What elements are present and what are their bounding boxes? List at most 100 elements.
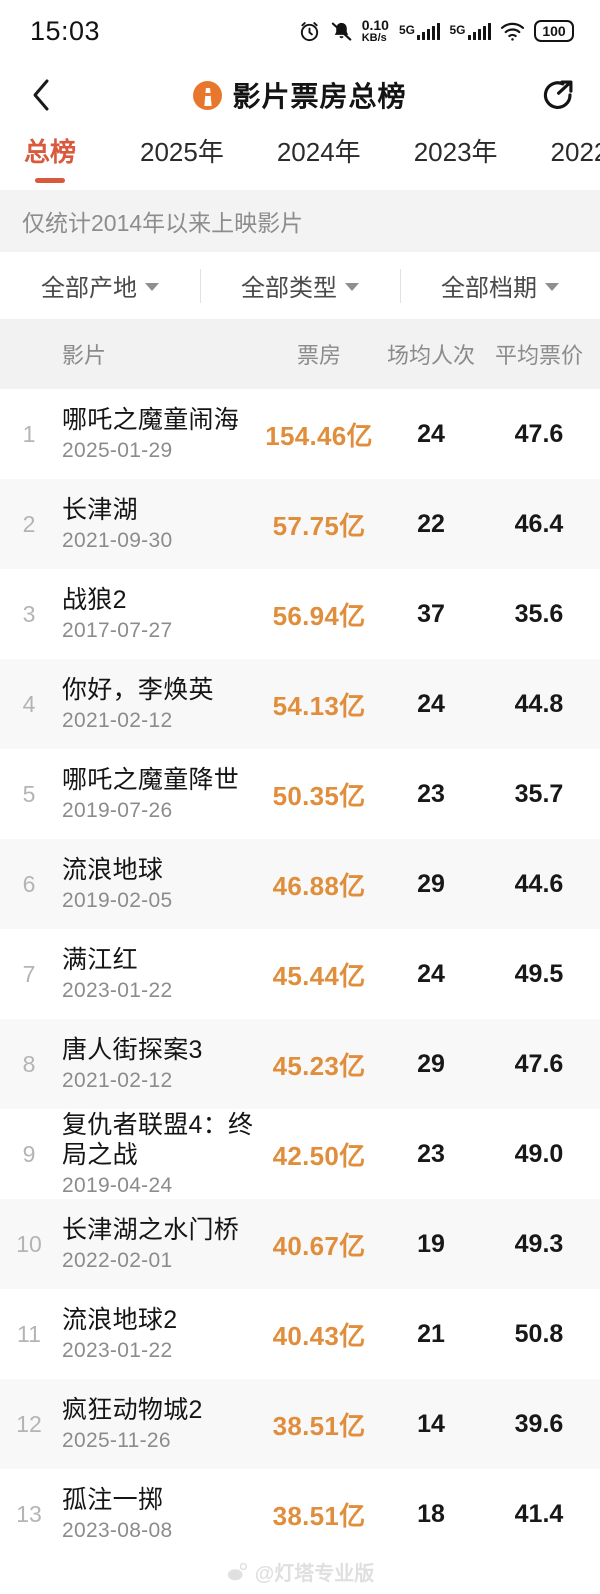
row-rank: 10 — [16, 1230, 42, 1257]
row-box-office: 45.44亿 — [272, 960, 366, 991]
back-button[interactable] — [30, 77, 70, 113]
chevron-down-icon — [545, 283, 559, 291]
table-row[interactable]: 2 长津湖 2021-09-30 57.75亿 22 46.4 — [0, 479, 600, 569]
ranking-list: 1 哪吒之魔童闹海 2025-01-29 154.46亿 24 47.6 2 长津湖 2021-… — [0, 389, 600, 1559]
row-release-date: 2023-01-22 — [62, 979, 173, 1002]
table-row[interactable]: 7 满江红 2023-01-22 45.44亿 24 49.5 — [0, 929, 600, 1019]
row-attendance: 22 — [417, 509, 445, 538]
sim1-network-label: 5G — [398, 22, 415, 37]
tab-2025[interactable]: 2025年 — [140, 128, 224, 183]
row-release-date: 2021-02-12 — [62, 709, 173, 732]
row-rank: 1 — [22, 420, 36, 447]
row-film-title: 哪吒之魔童降世 — [62, 766, 240, 794]
row-rank: 7 — [22, 960, 36, 987]
table-row[interactable]: 11 流浪地球2 2023-01-22 40.43亿 21 50.8 — [0, 1289, 600, 1379]
row-attendance: 24 — [417, 689, 445, 718]
row-box-office: 46.88亿 — [272, 870, 366, 901]
table-row[interactable]: 6 流浪地球 2019-02-05 46.88亿 29 44.6 — [0, 839, 600, 929]
row-attendance: 23 — [417, 779, 445, 808]
tab-label: 总榜 — [23, 137, 76, 167]
row-release-date: 2025-01-29 — [62, 439, 173, 462]
tab-label: 2022年 — [550, 137, 600, 167]
tab-2022[interactable]: 2022年 — [551, 128, 600, 183]
row-film-cell: 孤注一掷 2023-08-08 — [58, 1485, 260, 1543]
tab-total[interactable]: 总榜 — [18, 128, 82, 183]
row-avg-price: 35.7 — [514, 779, 564, 808]
row-release-date: 2021-09-30 — [62, 529, 173, 552]
filter-genre[interactable]: 全部类型 — [200, 252, 400, 319]
row-film-cell: 流浪地球 2019-02-05 — [58, 855, 260, 913]
row-avg-price: 49.5 — [514, 959, 564, 988]
sim2-network-label: 5G — [449, 22, 466, 37]
row-release-date: 2019-02-05 — [62, 889, 173, 912]
row-rank: 13 — [16, 1500, 42, 1527]
tab-2024[interactable]: 2024年 — [277, 128, 361, 183]
row-rank: 4 — [22, 690, 36, 717]
bell-muted-icon — [330, 20, 353, 43]
status-time: 15:03 — [30, 15, 101, 46]
row-film-cell: 长津湖之水门桥 2022-02-01 — [58, 1215, 260, 1273]
tab-label: 2025年 — [140, 137, 224, 167]
row-film-title: 流浪地球 — [62, 856, 164, 884]
row-avg-price: 49.0 — [514, 1139, 564, 1168]
row-rank: 9 — [22, 1140, 36, 1167]
row-attendance: 24 — [417, 959, 445, 988]
chevron-down-icon — [145, 283, 159, 291]
tab-2023[interactable]: 2023年 — [414, 128, 498, 183]
row-film-title: 你好，李焕英 — [62, 676, 214, 704]
tab-underline — [167, 178, 197, 183]
row-avg-price: 44.6 — [514, 869, 564, 898]
table-row[interactable]: 10 长津湖之水门桥 2022-02-01 40.67亿 19 49.3 — [0, 1199, 600, 1289]
table-row[interactable]: 13 孤注一掷 2023-08-08 38.51亿 18 41.4 — [0, 1469, 600, 1559]
row-attendance: 29 — [417, 1049, 445, 1078]
status-bar: 15:03 0.10 KB/s — [0, 0, 600, 62]
row-release-date: 2023-08-08 — [62, 1519, 173, 1542]
row-box-office: 40.67亿 — [272, 1230, 366, 1261]
row-film-title: 长津湖之水门桥 — [62, 1216, 240, 1244]
row-box-office: 56.94亿 — [272, 600, 366, 631]
signal-bars-icon-2: 5G — [449, 22, 491, 40]
row-film-title: 孤注一掷 — [62, 1486, 164, 1514]
table-row[interactable]: 1 哪吒之魔童闹海 2025-01-29 154.46亿 24 47.6 — [0, 389, 600, 479]
row-box-office: 50.35亿 — [272, 780, 366, 811]
table-row[interactable]: 5 哪吒之魔童降世 2019-07-26 50.35亿 23 35.7 — [0, 749, 600, 839]
row-avg-price: 41.4 — [514, 1499, 564, 1528]
row-avg-price: 50.8 — [514, 1319, 564, 1348]
year-tab-bar[interactable]: 总榜 2025年 2024年 2023年 2022年 — [0, 128, 600, 190]
row-film-cell: 流浪地球2 2023-01-22 — [58, 1305, 260, 1363]
table-row[interactable]: 9 复仇者联盟4：终局之战 2019-04-24 42.50亿 23 49.0 — [0, 1109, 600, 1199]
row-avg-price: 39.6 — [514, 1409, 564, 1438]
filter-origin[interactable]: 全部产地 — [0, 252, 200, 319]
row-film-cell: 复仇者联盟4：终局之战 2019-04-24 — [58, 1110, 260, 1198]
share-button[interactable] — [540, 77, 576, 113]
filter-schedule[interactable]: 全部档期 — [400, 252, 600, 319]
row-avg-price: 47.6 — [514, 1049, 564, 1078]
signal-bars-icon: 5G — [398, 22, 441, 40]
row-film-title: 流浪地球2 — [62, 1306, 178, 1334]
row-box-office: 57.75亿 — [272, 510, 366, 541]
table-row[interactable]: 8 唐人街探案3 2021-02-12 45.23亿 29 47.6 — [0, 1019, 600, 1109]
table-row[interactable]: 4 你好，李焕英 2021-02-12 54.13亿 24 44.8 — [0, 659, 600, 749]
row-attendance: 29 — [417, 869, 445, 898]
table-row[interactable]: 3 战狼2 2017-07-27 56.94亿 37 35.6 — [0, 569, 600, 659]
row-attendance: 14 — [417, 1409, 445, 1438]
row-release-date: 2021-02-12 — [62, 1069, 173, 1092]
row-film-title: 哪吒之魔童闹海 — [62, 406, 240, 434]
row-box-office: 40.43亿 — [272, 1320, 366, 1351]
row-attendance: 37 — [417, 599, 445, 628]
row-rank: 11 — [17, 1320, 41, 1347]
row-release-date: 2019-04-24 — [62, 1174, 173, 1197]
column-header-film: 影片 — [62, 343, 107, 368]
column-header-avg-price: 平均票价 — [494, 343, 583, 368]
row-film-cell: 疯狂动物城2 2025-11-26 — [58, 1395, 260, 1453]
row-attendance: 23 — [417, 1139, 445, 1168]
table-row[interactable]: 12 疯狂动物城2 2025-11-26 38.51亿 14 39.6 — [0, 1379, 600, 1469]
alarm-icon — [298, 20, 321, 43]
row-avg-price: 46.4 — [514, 509, 564, 538]
row-rank: 2 — [22, 510, 36, 537]
row-rank: 12 — [16, 1410, 42, 1437]
row-film-title: 满江红 — [62, 946, 138, 974]
watermark: @灯塔专业版 — [0, 1557, 600, 1586]
network-speed-unit: KB/s — [361, 32, 387, 44]
